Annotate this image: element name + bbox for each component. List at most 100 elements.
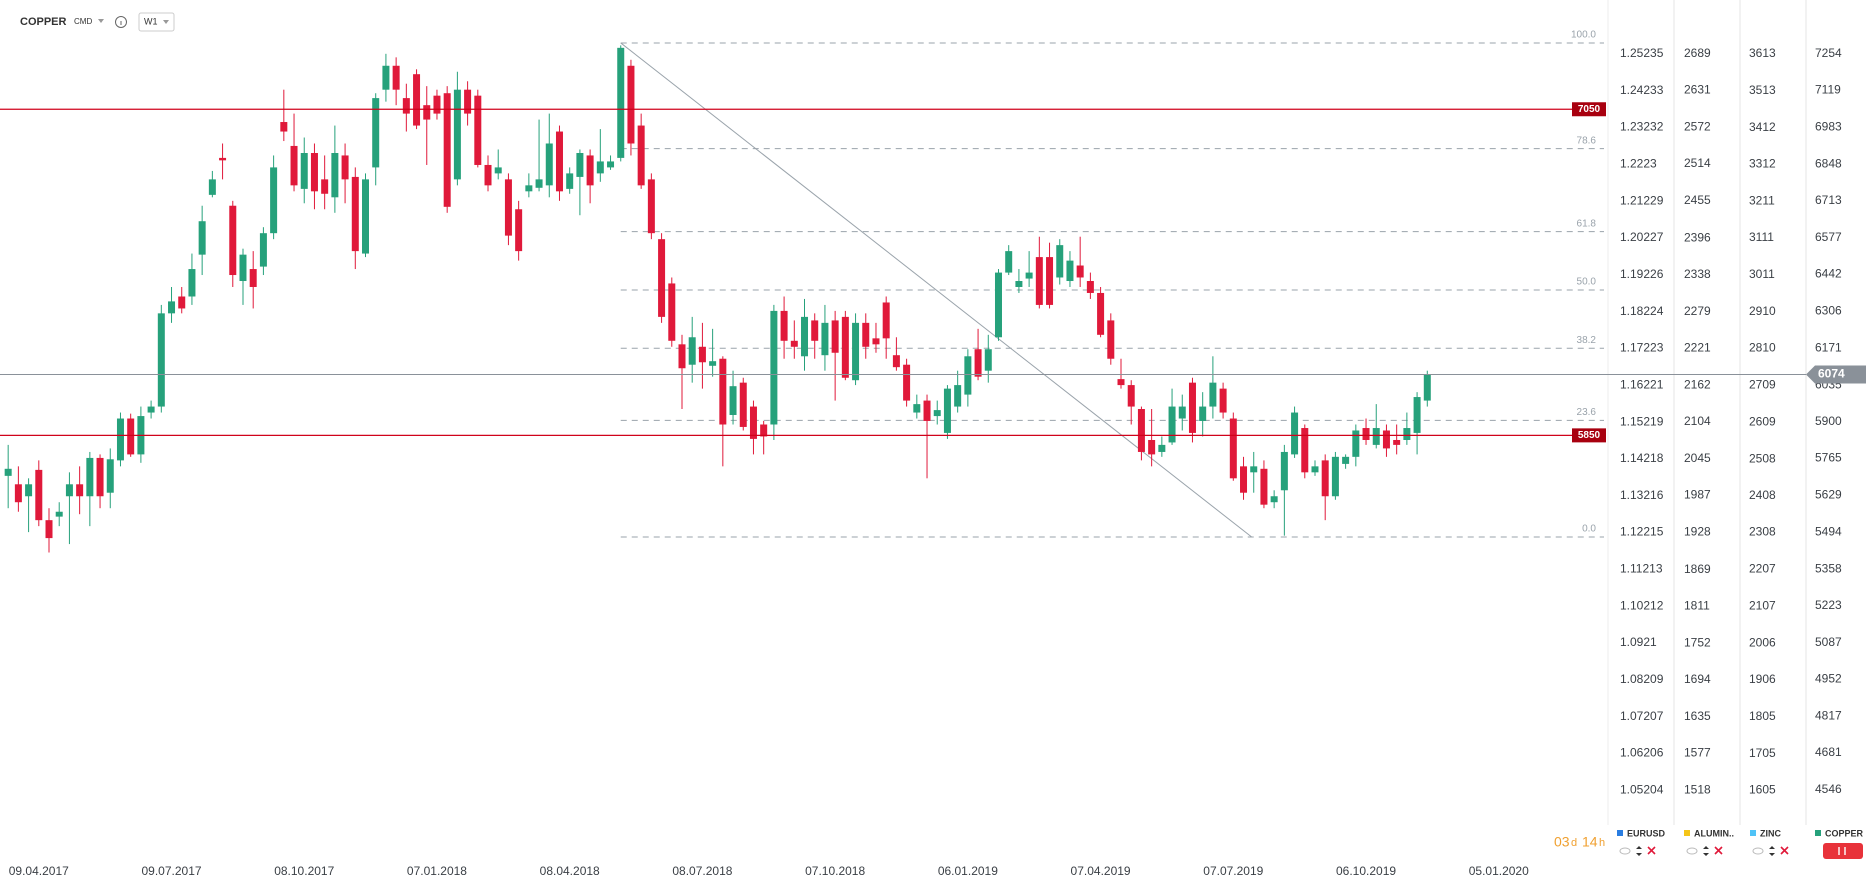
x-tick-label: 09.07.2017 (141, 864, 201, 878)
legend-move[interactable] (1636, 846, 1642, 856)
candle-body (116, 418, 124, 461)
candle-body (688, 337, 696, 365)
candle-body (208, 179, 216, 195)
legend-remove[interactable] (1714, 846, 1723, 855)
scale-tick-label: 1705 (1749, 746, 1776, 760)
scale-tick-label: 1.17223 (1620, 341, 1664, 355)
legend-button[interactable] (1823, 843, 1863, 859)
x-tick-label: 07.01.2018 (407, 864, 467, 878)
legend-move[interactable] (1703, 846, 1709, 856)
candle-body (423, 105, 431, 120)
legend-button-icon (1838, 847, 1846, 855)
candle-body (729, 386, 737, 415)
scale-tick-label: 1.05204 (1620, 783, 1664, 797)
legend-eye[interactable] (1619, 847, 1631, 855)
candle-body (178, 296, 186, 309)
trend-line (620, 42, 1252, 538)
candle-body (1372, 428, 1380, 445)
x-tick-label: 06.01.2019 (938, 864, 998, 878)
candle-body (545, 143, 553, 186)
interval-box[interactable] (138, 12, 175, 32)
interval: W1 (144, 16, 158, 26)
countdown-part: 14 (1582, 834, 1598, 850)
candle-body (239, 254, 247, 282)
candle-body (811, 320, 819, 341)
scale-tick-label: 2609 (1749, 414, 1776, 428)
candle-body (1158, 444, 1166, 452)
candle-body (1250, 466, 1258, 473)
candle-body (933, 410, 941, 417)
legend-remove[interactable] (1780, 846, 1789, 855)
candle-body (1199, 406, 1207, 421)
candle-body (1015, 281, 1023, 287)
y-tick-label: 5900 (1815, 414, 1842, 428)
candle-body (831, 320, 839, 353)
candle-body (76, 484, 84, 497)
exchange-dropdown[interactable] (98, 19, 104, 23)
candle-body (882, 302, 890, 339)
y-tick-label: 6442 (1815, 267, 1842, 281)
scale-tick-label: 1.10212 (1620, 598, 1664, 612)
candle-body (1097, 292, 1105, 335)
candle-body (964, 356, 972, 395)
scale-tick-label: 1.18224 (1620, 304, 1664, 318)
scale-tick-label: 2221 (1684, 340, 1711, 354)
price-level-tag (1572, 102, 1606, 117)
y-tick-label: 6306 (1815, 304, 1842, 318)
candle-body (617, 47, 625, 158)
price-level-label: 5850 (1578, 430, 1601, 441)
scale-tick-label: 3312 (1749, 156, 1776, 170)
candle-body (566, 173, 574, 189)
y-tick-label: 5087 (1815, 635, 1842, 649)
candle-body (504, 179, 512, 236)
legend-eye[interactable] (1686, 847, 1698, 855)
scale-tick-label: 1928 (1684, 525, 1711, 539)
candle-body (1270, 496, 1278, 503)
candle-body (984, 349, 992, 371)
y-tick-label: 7119 (1815, 83, 1841, 97)
candle-body (1311, 466, 1319, 473)
scale-tick-label: 1.11213 (1620, 562, 1663, 576)
candle-body (494, 167, 502, 174)
x-tick-label: 08.07.2018 (672, 864, 732, 878)
scale-tick-label: 1.2223 (1620, 156, 1657, 170)
candle-body (658, 239, 666, 317)
candle-body (698, 346, 706, 363)
legend-move[interactable] (1769, 846, 1775, 856)
countdown-part: d (1571, 837, 1577, 849)
y-tick-label: 5765 (1815, 451, 1842, 465)
info-icon[interactable] (115, 16, 127, 28)
scale-tick-label: 2104 (1684, 414, 1711, 428)
legend-label: ALUMIN.. (1694, 828, 1734, 838)
scale-tick-label: 2508 (1749, 451, 1776, 465)
legend-label: COPPER (1825, 828, 1864, 838)
countdown-part: h (1599, 837, 1605, 849)
scale-tick-label: 1.08209 (1620, 672, 1664, 686)
candle-body (555, 131, 563, 192)
legend-eye[interactable] (1752, 847, 1764, 855)
scale-tick-label: 1.24233 (1620, 83, 1664, 97)
y-tick-label: 4681 (1815, 745, 1842, 759)
scale-tick-label: 1.14218 (1620, 451, 1664, 465)
candle-body (515, 209, 523, 252)
candle-body (362, 179, 370, 254)
scale-tick-label: 2514 (1684, 156, 1711, 170)
candle-body (413, 74, 421, 126)
legend-remove[interactable] (1647, 846, 1656, 855)
candle-body (892, 355, 900, 368)
x-tick-label: 08.10.2017 (274, 864, 334, 878)
candle-body (1423, 374, 1431, 401)
legend-label: ZINC (1760, 828, 1781, 838)
candle-body (65, 484, 73, 497)
candle-body (351, 176, 359, 252)
x-tick-label: 06.10.2019 (1336, 864, 1396, 878)
last-price-tag (1806, 365, 1866, 384)
candle-body (96, 457, 104, 497)
legend-swatch (1617, 830, 1623, 836)
candle-body (157, 313, 165, 407)
scale-tick-label: 1811 (1684, 598, 1710, 612)
scale-tick-label: 3111 (1749, 230, 1774, 244)
candle-body (1137, 409, 1145, 452)
y-tick-label: 4817 (1815, 708, 1842, 722)
candle-body (464, 89, 472, 114)
